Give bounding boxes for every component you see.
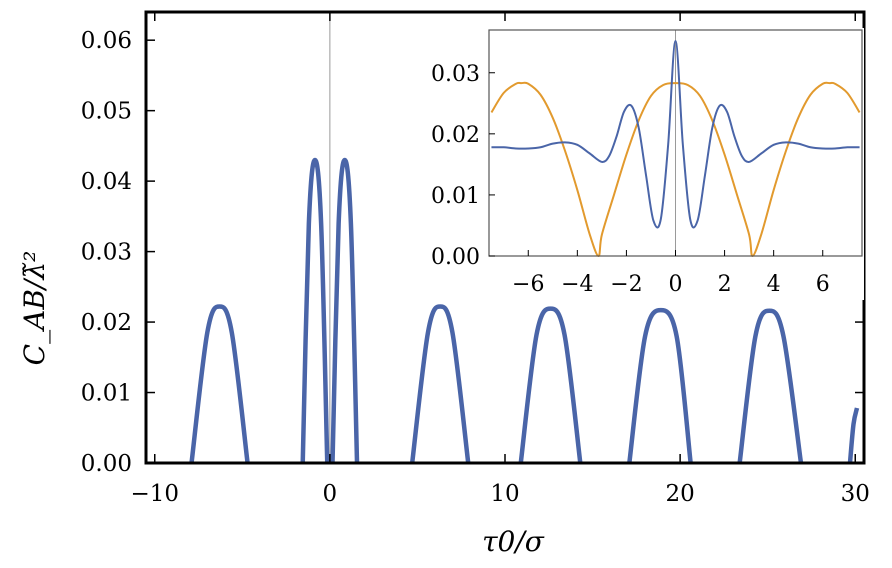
inset-y-tick-label: 0.00 bbox=[431, 245, 480, 270]
inset-series-group bbox=[490, 39, 861, 258]
y-tick-label: 0.02 bbox=[81, 310, 132, 336]
y-tick-label: 0.05 bbox=[81, 99, 132, 125]
main-series-blue-lobe-4 bbox=[518, 306, 583, 464]
inset-series-blue-line bbox=[491, 39, 860, 229]
main-series-blue-lobe-1 bbox=[300, 157, 330, 464]
x-tick-label: 0 bbox=[323, 481, 338, 507]
inset-series-orange-line bbox=[490, 81, 861, 258]
inset-ticks-group: −6 −4 −2 0 2 4 6 0.00 0.01 0.02 0.03 bbox=[431, 62, 830, 297]
y-tick-label: 0.03 bbox=[81, 240, 132, 266]
main-series-blue-lobe-3 bbox=[409, 304, 471, 464]
x-tick-label: 10 bbox=[490, 481, 519, 507]
main-series-blue-lobe-0 bbox=[189, 304, 250, 464]
x-tick-label: −10 bbox=[130, 481, 179, 507]
inset-background bbox=[400, 28, 864, 300]
inset-x-tick-label: 2 bbox=[718, 272, 732, 297]
main-ticks-group: −10 0 10 20 300.000.010.020.030.040.050.06 bbox=[81, 12, 870, 507]
main-series-blue-lobe-5 bbox=[627, 307, 693, 464]
main-plot: −10 0 10 20 300.000.010.020.030.040.050.06 τ… bbox=[18, 10, 870, 558]
main-series-blue-lobe-7 bbox=[847, 407, 860, 464]
x-axis-title: τ0/σ bbox=[482, 525, 545, 558]
x-tick-label: 20 bbox=[665, 481, 694, 507]
inset-x-tick-label: −6 bbox=[512, 272, 544, 297]
y-tick-label: 0.06 bbox=[81, 28, 132, 54]
inset-y-tick-label: 0.01 bbox=[431, 184, 480, 209]
main-series-blue-lobe-2 bbox=[330, 157, 360, 464]
inset-x-tick-label: 0 bbox=[669, 272, 683, 297]
x-tick-label: 30 bbox=[841, 481, 870, 507]
y-tick-label: 0.00 bbox=[81, 451, 132, 477]
inset-plot: −6 −4 −2 0 2 4 6 0.00 0.01 0.02 0.03 bbox=[400, 28, 864, 300]
inset-x-tick-label: 4 bbox=[767, 272, 781, 297]
y-tick-label: 0.04 bbox=[81, 169, 132, 195]
inset-x-tick-label: 6 bbox=[816, 272, 830, 297]
main-series-blue-lobe-6 bbox=[737, 308, 804, 464]
inset-y-tick-label: 0.03 bbox=[431, 62, 480, 87]
inset-y-tick-label: 0.02 bbox=[431, 123, 480, 148]
inset-x-tick-label: −2 bbox=[610, 272, 642, 297]
y-axis-title: C_AB/λ̃² bbox=[18, 251, 51, 366]
y-tick-label: 0.01 bbox=[81, 381, 132, 407]
inset-x-tick-label: −4 bbox=[561, 272, 593, 297]
